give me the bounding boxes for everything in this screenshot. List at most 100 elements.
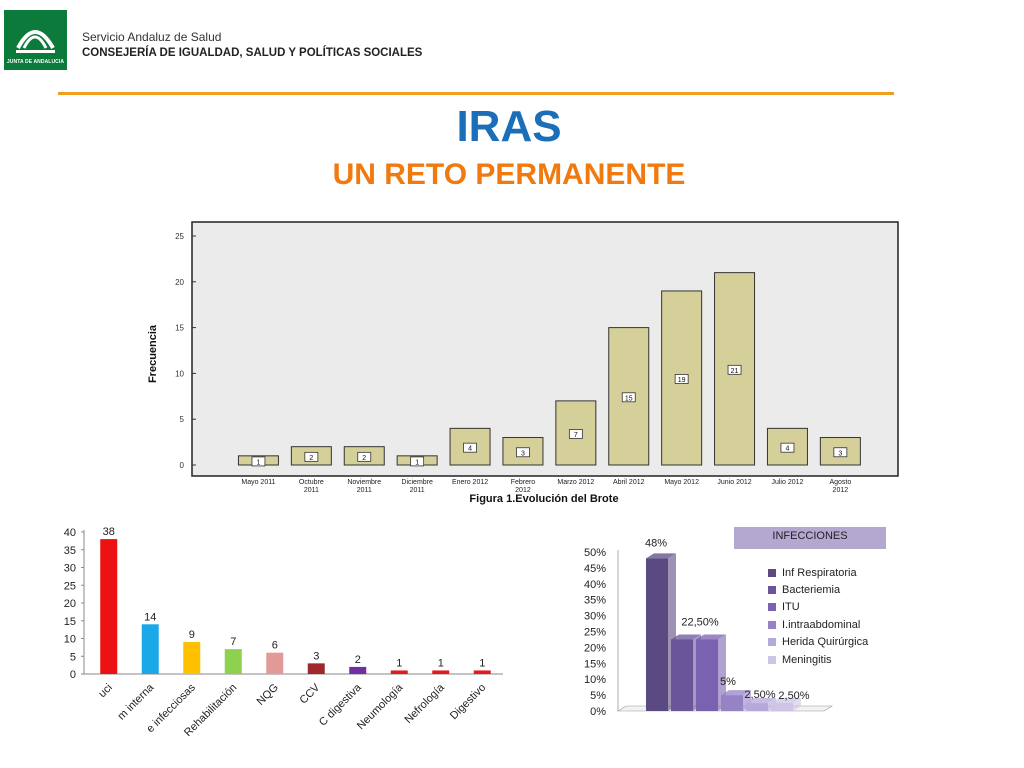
legend-label: I.intraabdominal [782,619,860,631]
bar [100,539,117,674]
page-title: IRAS [0,102,1018,152]
y-tick-label: 45% [584,563,606,575]
legend-swatch [768,656,776,664]
data-label: 4 [468,446,472,453]
legend-swatch [768,638,776,646]
y-tick-label: 15 [64,616,76,628]
data-label: 1 [256,459,260,466]
data-label: 3 [313,650,319,662]
legend-label: Bacteriemia [782,584,840,596]
data-label: 1 [479,657,485,669]
y-tick-label: 25 [175,232,184,241]
x-tick-label: m interna [115,681,157,723]
legend-item: Inf Respiratoria [768,564,868,581]
x-tick-label: uci [96,682,114,700]
data-label: 2,50% [744,689,775,701]
logo-emblem-icon [4,10,67,60]
bar [721,695,743,711]
data-label: 2 [309,455,313,462]
y-tick-label: 15% [584,658,606,670]
bar [308,663,325,674]
x-tick-label: 2012 [833,487,849,494]
x-tick-label: Mayo 2011 [241,479,275,486]
y-tick-label: 10% [584,674,606,686]
x-tick-label: Junio 2012 [717,479,751,486]
legend-item: I.intraabdominal [768,616,868,633]
data-label: 4 [785,446,789,453]
bar [771,703,793,711]
bar [183,642,200,674]
bar [696,639,718,711]
y-tick-label: 30% [584,611,606,623]
bar [266,653,283,674]
y-tick-label: 40% [584,579,606,591]
data-label: 22,50% [681,616,719,628]
y-tick-label: 50% [584,547,606,559]
page-subtitle: UN RETO PERMANENTE [0,158,1018,192]
bar [349,667,366,674]
y-tick-label: 25% [584,627,606,639]
data-label: 6 [272,640,278,652]
bar [746,703,768,711]
logo-text: JUNTA DE ANDALUCIA [4,59,67,65]
data-label: 19 [678,377,686,384]
y-tick-label: 10 [64,634,76,646]
y-tick-label: 5 [180,415,185,424]
data-label: 2,50% [778,690,809,702]
data-label: 7 [574,432,578,439]
data-label: 15 [625,395,633,402]
y-tick-label: 35% [584,595,606,607]
bar [646,558,668,711]
y-axis-title: Frecuencia [147,324,159,383]
bar [225,649,242,674]
data-label: 21 [731,368,739,375]
x-tick-label: Agosto [829,479,851,486]
header-divider [58,92,894,95]
y-tick-label: 20% [584,642,606,654]
chart-caption: Figura 1.Evolución del Brote [469,493,618,505]
y-tick-label: 20 [64,598,76,610]
legend-swatch [768,603,776,611]
data-label: 1 [415,459,419,466]
ministry-name: CONSEJERÍA DE IGUALDAD, SALUD Y POLÍTICA… [82,47,422,59]
bar [391,670,408,674]
legend-item: Bacteriemia [768,581,868,598]
legend-label: Inf Respiratoria [782,567,857,579]
bar [432,670,449,674]
legend-item: ITU [768,599,868,616]
bar [474,670,491,674]
junta-logo: JUNTA DE ANDALUCIA [4,10,67,70]
infections-legend: Inf Respiratoria Bacteriemia ITU I.intraabd… [768,564,868,668]
legend-item: Meningitis [768,651,868,668]
x-tick-label: CCV [297,681,322,706]
x-tick-label: Octubre [299,479,324,486]
x-tick-label: Nefrología [402,681,447,726]
x-tick-label: 2011 [357,487,372,494]
y-tick-label: 25 [64,580,76,592]
y-tick-label: 0% [590,706,606,718]
bar [671,639,693,711]
outbreak-evolution-chart: 0510152025Frecuencia1Mayo 20112Octubre20… [130,212,910,512]
x-tick-label: 2011 [410,487,425,494]
y-tick-label: 15 [175,324,184,333]
data-label: 2 [362,455,366,462]
data-label: 14 [144,611,156,623]
data-label: 3 [838,450,842,457]
y-tick-label: 30 [64,563,76,575]
legend-label: ITU [782,601,800,613]
y-tick-label: 0 [70,669,76,681]
x-tick-label: Mayo 2012 [664,479,699,486]
x-tick-label: Diciembre [401,479,433,486]
legend-label: Herida Quirúrgica [782,636,868,648]
legend-swatch [768,621,776,629]
data-label: 48% [645,537,667,549]
y-tick-label: 5% [590,690,606,702]
data-label: 3 [521,450,525,457]
legend-swatch [768,569,776,577]
data-label: 38 [103,526,115,538]
infections-chart-title: INFECCIONES [734,530,886,542]
y-tick-label: 0 [180,461,185,470]
bar [142,624,159,674]
y-tick-label: 35 [64,545,76,557]
